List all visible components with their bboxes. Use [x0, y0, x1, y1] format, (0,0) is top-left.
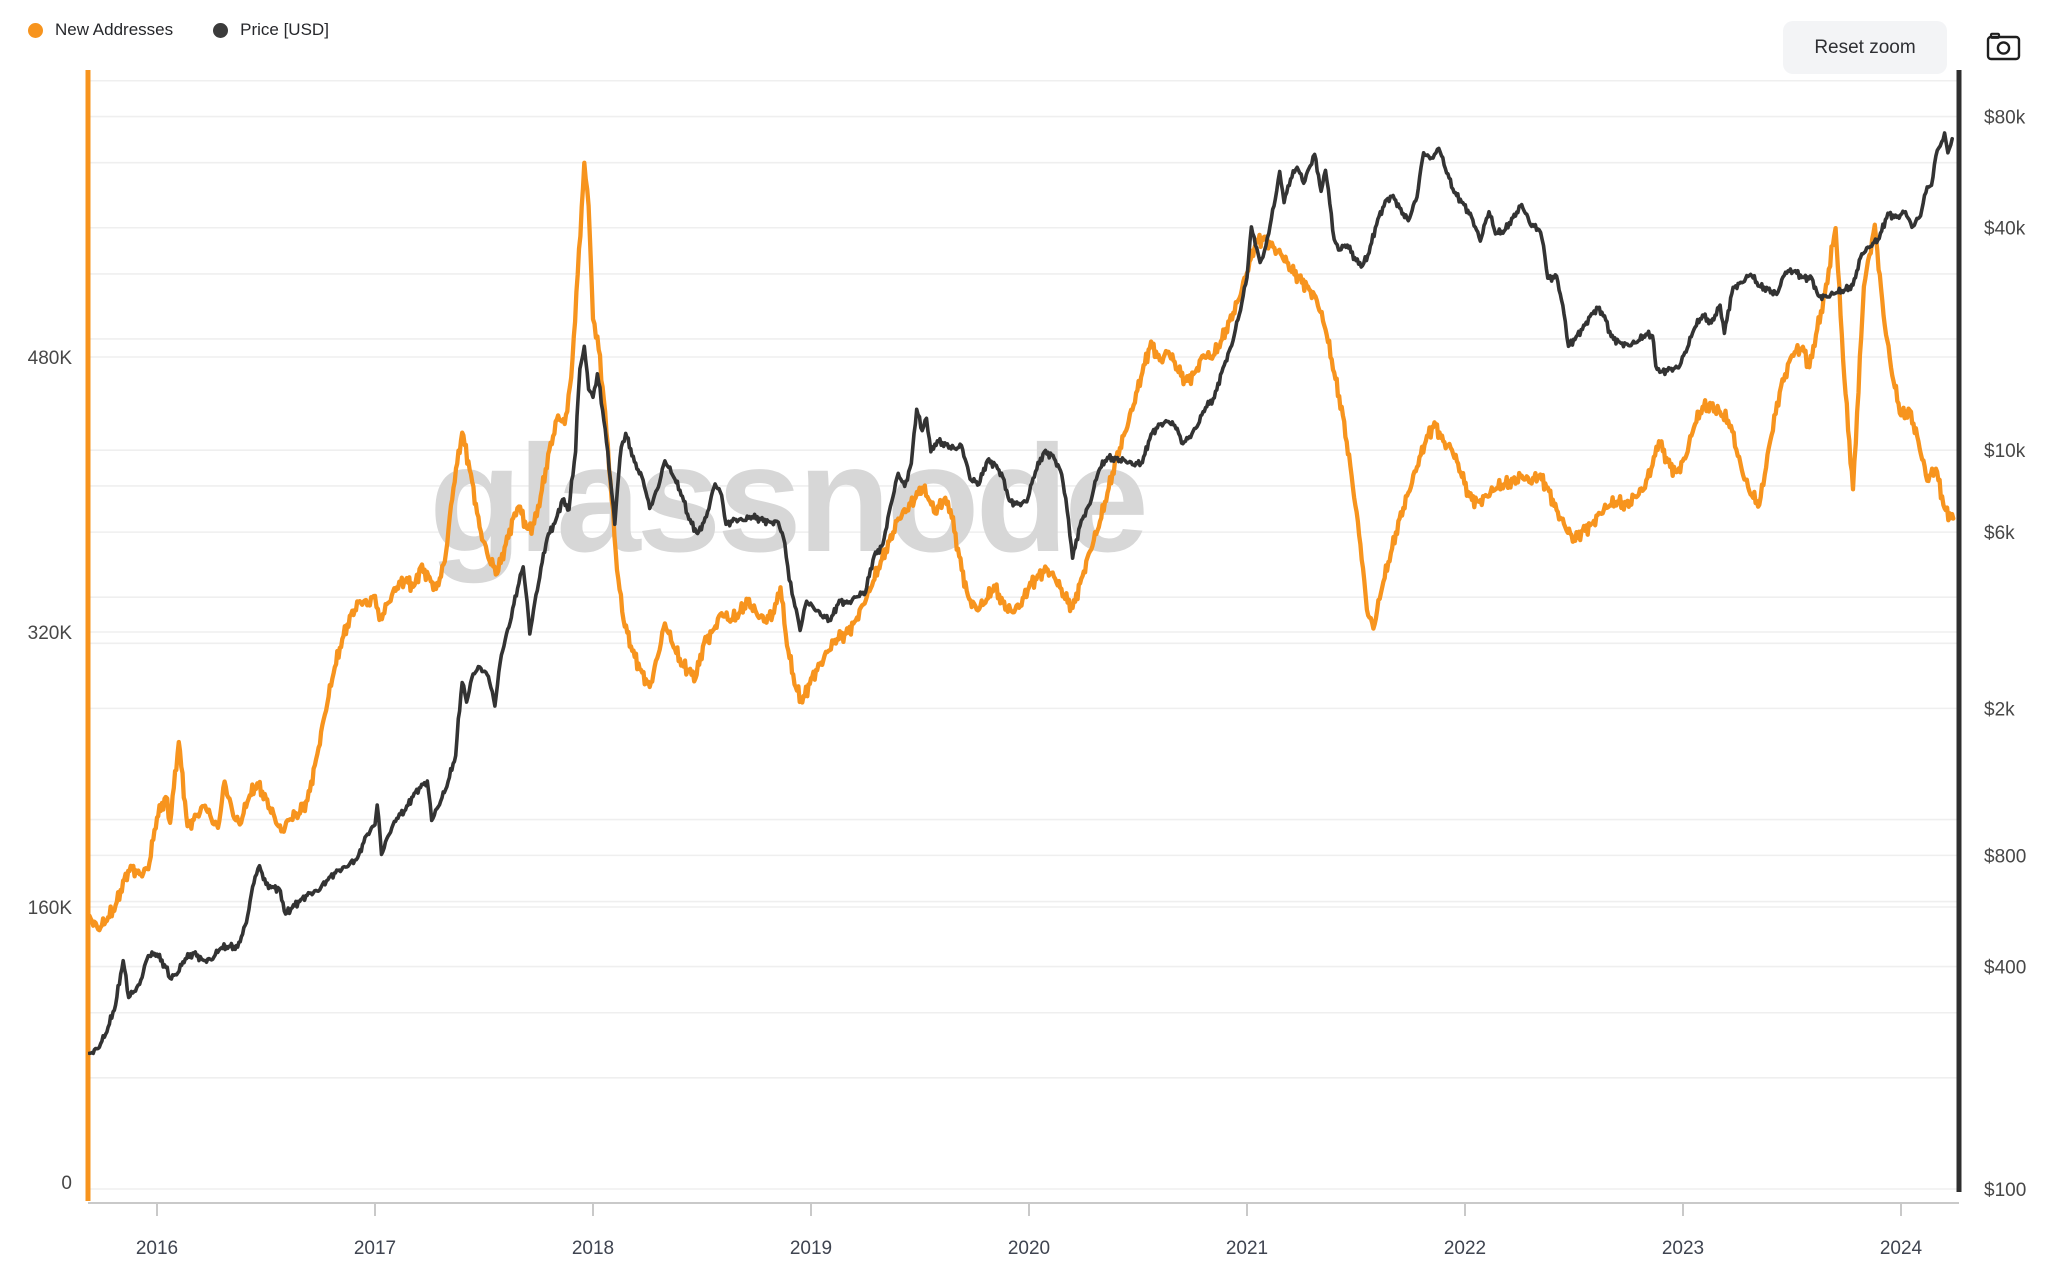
right-axis-tick-label: $10k: [1984, 441, 2026, 462]
axis-spines: [85, 70, 1962, 1216]
legend-label-price: Price [USD]: [240, 20, 329, 39]
gridlines: [88, 79, 1959, 1190]
reset-zoom-button[interactable]: Reset zoom: [1783, 21, 1947, 74]
screenshot-button[interactable]: [1984, 27, 2024, 67]
right-axis-tick-label: $100: [1984, 1180, 2026, 1201]
right-axis-tick-label: $400: [1984, 958, 2026, 979]
legend-item-price[interactable]: Price [USD]: [213, 20, 329, 40]
chart-toolbar: New Addresses Price [USD] Reset zoom: [0, 0, 2067, 74]
x-axis-year-label: 2018: [572, 1238, 614, 1259]
right-axis-tick-label: $6k: [1984, 523, 2015, 544]
camera-icon: [1986, 32, 2021, 60]
legend-dot-price-icon: [213, 22, 229, 38]
x-axis-year-label: 2021: [1226, 1238, 1268, 1259]
left-axis-tick-label: 480K: [28, 348, 73, 369]
axis-labels: 0 160K 320K 480K $80k $40k $10k $6k $2k $800 $400 $…: [28, 108, 2027, 1259]
x-axis-year-label: 2016: [136, 1238, 178, 1259]
legend: New Addresses Price [USD]: [28, 20, 329, 40]
x-axis-year-label: 2022: [1444, 1238, 1486, 1259]
left-axis-tick-label: 320K: [28, 623, 73, 644]
series-lines: [88, 131, 1956, 1056]
left-axis-tick-label: 160K: [28, 898, 73, 919]
x-axis-year-label: 2020: [1008, 1238, 1050, 1259]
x-axis-year-label: 2024: [1880, 1238, 1923, 1259]
legend-dot-new-addresses-icon: [28, 22, 43, 38]
right-axis-tick-label: $40k: [1984, 219, 2026, 240]
right-axis-tick-label: $800: [1984, 846, 2026, 867]
right-axis-tick-label: $80k: [1984, 108, 2026, 129]
right-axis-tick-label: $2k: [1984, 699, 2015, 720]
x-axis-year-label: 2023: [1662, 1238, 1704, 1259]
x-axis-year-label: 2017: [354, 1238, 396, 1259]
x-axis-year-label: 2019: [790, 1238, 832, 1259]
left-axis-tick-label: 0: [61, 1173, 72, 1194]
legend-item-new-addresses[interactable]: New Addresses: [28, 20, 173, 40]
legend-label-new-addresses: New Addresses: [55, 20, 174, 39]
